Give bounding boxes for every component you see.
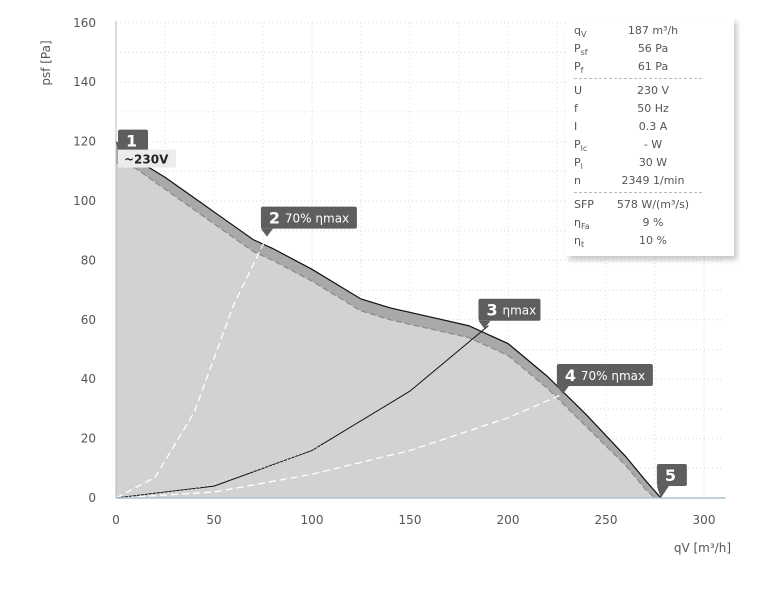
x-tick-label: 0 [112,513,120,527]
system-curve-max [115,325,489,499]
info-key: ηt [574,234,585,250]
info-value: 0.3 A [638,120,668,133]
marker-label: ηmax [502,304,536,318]
info-key: f [574,102,578,115]
total-pressure-curve [115,141,662,499]
marker-3: 3 ηmax [478,298,541,329]
marker-number: 1 [126,132,137,151]
info-row: U 230 V [566,82,734,100]
info-separator [574,78,702,79]
y-tick-label: 40 [81,372,96,386]
info-key: qV [574,24,587,40]
info-value: 50 Hz [637,102,669,115]
info-separator [574,192,702,193]
y-tick-label: 80 [81,253,96,267]
info-key: Pl [574,156,583,172]
marker-number: 2 [269,209,280,228]
marker-number: 5 [665,466,676,485]
marker-pointer [116,141,130,152]
info-value: - W [643,138,663,151]
marker-label: 70% ηmax [581,369,645,383]
marker-2: 2 70% ηmax [260,206,357,237]
info-row: Pl 30 W [566,154,734,172]
info-key: Pf [574,60,584,76]
system-curve-70-right [115,393,564,499]
marker-5: 5 [656,464,687,498]
y-tick-label: 20 [81,432,96,446]
info-row: SFP 578 W/(m³/s) [566,196,734,214]
x-tick-label: 300 [693,513,716,527]
info-key: n [574,174,581,187]
operating-point-info-panel: qV 187 m³/h Psf 56 Pa Pf 61 Pa U 230 V f 50 Hz I 0.… [566,18,734,256]
info-key: I [574,120,578,133]
info-row: I 0.3 A [566,118,734,136]
marker-box [556,364,653,387]
x-axis-title: qV [m³/h] [674,541,731,555]
info-value: 578 W/(m³/s) [616,198,690,211]
marker-pointer [656,486,669,498]
marker-box [656,464,687,486]
y-tick-label: 160 [73,16,96,30]
voltage-label: ~230V [124,153,169,167]
marker-4: 4 70% ηmax [556,364,653,395]
y-tick-label: 0 [88,491,96,505]
info-value: 230 V [636,84,670,97]
voltage-label-bg [118,149,176,168]
info-value: 10 % [639,234,667,247]
marker-pointer [478,320,491,329]
info-value: 30 W [638,156,668,169]
info-row: f 50 Hz [566,100,734,118]
info-value: 9 % [642,216,664,229]
system-curve-70-left [115,236,268,499]
info-value: 2349 1/min [621,174,685,187]
y-tick-label: 60 [81,313,96,327]
y-tick-label: 140 [73,75,96,89]
marker-pointer [260,228,273,237]
info-row: ηt 10 % [566,232,734,250]
info-row: ηFa 9 % [566,214,734,232]
info-key: ηFa [574,216,590,232]
marker-box [260,206,357,229]
x-tick-label: 150 [399,513,422,527]
axes [115,20,726,499]
x-tick-label: 100 [301,513,324,527]
info-value: 56 Pa [637,42,669,55]
info-key: U [574,84,583,97]
marker-box [478,298,541,321]
x-tick-label: 200 [497,513,520,527]
tick-labels: 0 50 100 150 200 250 300 0 20 40 60 80 100 120 140 160 [73,16,715,527]
marker-1: 1 [116,129,148,152]
y-tick-label: 120 [73,135,96,149]
x-tick-label: 250 [595,513,618,527]
marker-number: 3 [486,301,497,320]
y-axis-title: psf [Pa] [39,40,53,85]
marker-box [118,129,148,152]
info-row: qV 187 m³/h [566,22,734,40]
marker-pointer [556,386,569,395]
y-tick-label: 100 [73,194,96,208]
static-pressure-area [116,162,655,498]
marker-number: 4 [565,366,576,385]
info-row: Pf 61 Pa [566,58,734,76]
info-value: 61 Pa [637,60,669,73]
system-curve-max-dots [115,441,332,499]
curves [115,141,662,499]
info-value: 187 m³/h [627,24,679,37]
info-row: Plc - W [566,136,734,154]
info-row: n 2349 1/min [566,172,734,190]
info-key: SFP [574,198,594,211]
markers: 1 2 70% ηmax 3 ηmax 4 70% ηmax 5 ~230V [116,129,687,498]
info-key: Psf [574,42,588,58]
x-tick-label: 50 [206,513,221,527]
marker-label: 70% ηmax [285,212,349,226]
info-key: Plc [574,138,588,154]
info-row: Psf 56 Pa [566,40,734,58]
